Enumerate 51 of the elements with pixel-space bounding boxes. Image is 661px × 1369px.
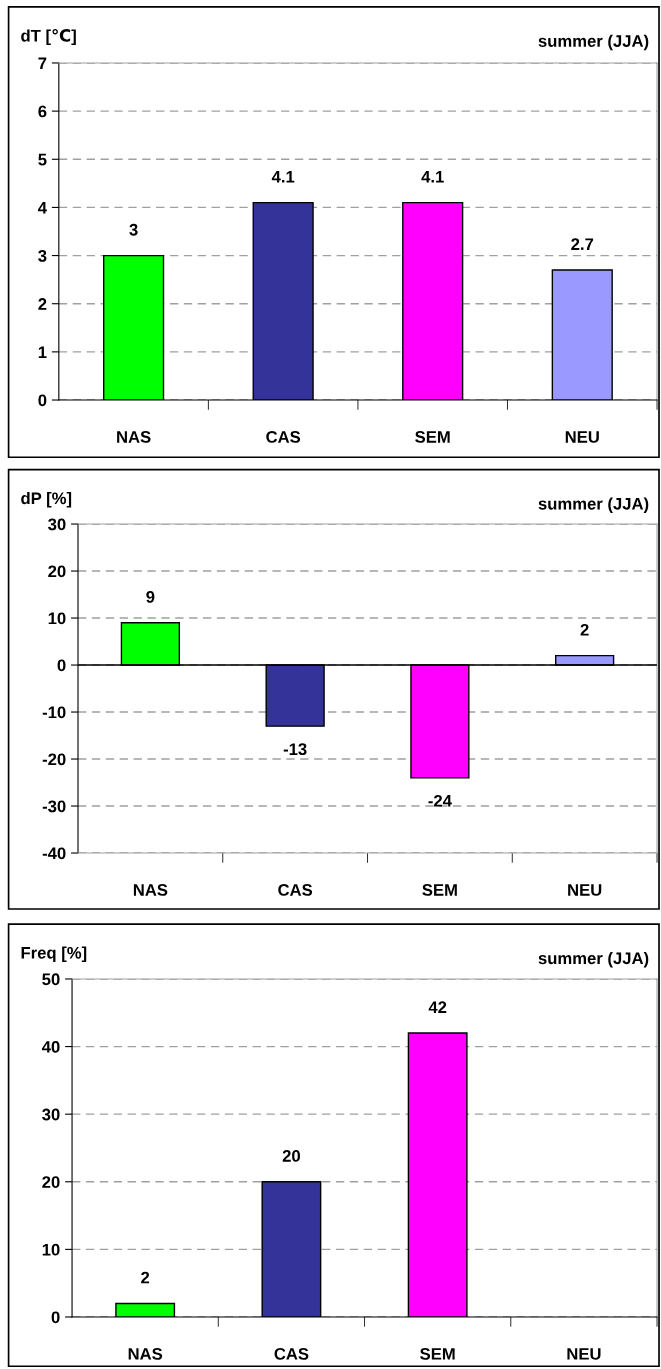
chart-title: summer (JJA) [538,951,649,968]
y-tick-label: 0 [51,1311,60,1324]
x-tick-label: CAS [266,431,301,443]
y-tick-label: -40 [42,847,66,860]
data-label: 2.7 [571,238,594,250]
y-tick-label: 5 [38,153,47,166]
y-tick-label: 0 [38,394,47,407]
x-tick-label: NAS [133,884,168,896]
y-tick-label: 4 [38,202,47,214]
x-tick-label: SEM [415,431,450,443]
data-label: 42 [428,1001,447,1013]
y-tick-label: -10 [42,706,66,719]
y-tick-label: 7 [38,57,47,70]
y-axis-title: dP [%] [21,491,72,508]
y-tick-label: 3 [38,249,47,262]
data-label: 2 [580,623,589,636]
y-tick-label: 0 [57,659,66,672]
y-axis-title: dT [℃] [21,28,76,45]
y-tick-label: 20 [42,1176,60,1188]
x-tick-label: NEU [568,884,602,896]
y-axis-title: Freq [%] [21,946,87,962]
x-tick-label: SEM [422,884,457,896]
y-tick-label: -30 [42,800,66,813]
y-tick-label: 50 [42,973,60,986]
data-label: -24 [428,794,452,807]
x-tick-label: CAS [278,884,313,896]
x-tick-label: NAS [117,431,151,443]
y-tick-label: 1 [38,346,47,358]
y-tick-label: 6 [38,105,47,118]
y-tick-label: 2 [38,298,47,310]
x-tick-label: SEM [420,1347,455,1360]
y-tick-label: 10 [48,612,66,625]
data-label: 2 [141,1271,150,1284]
data-label: 20 [282,1150,301,1162]
data-label: 4.1 [421,171,444,183]
data-label: 9 [146,590,155,603]
y-tick-label: 20 [48,565,66,578]
y-tick-label: 40 [41,1040,60,1053]
data-label: 4.1 [271,171,295,183]
x-tick-label: NEU [567,1348,601,1360]
y-tick-label: 10 [42,1243,60,1256]
y-tick-label: 30 [48,518,66,531]
chart-title: summer (JJA) [538,497,649,513]
data-label: -13 [283,743,307,756]
x-tick-label: CAS [274,1347,309,1360]
data-label: 3 [129,223,138,236]
x-tick-label: NEU [565,431,599,443]
y-tick-label: 30 [42,1108,60,1121]
x-tick-label: NAS [128,1347,163,1360]
y-tick-label: -20 [42,753,66,766]
chart-title: summer (JJA) [538,34,649,51]
